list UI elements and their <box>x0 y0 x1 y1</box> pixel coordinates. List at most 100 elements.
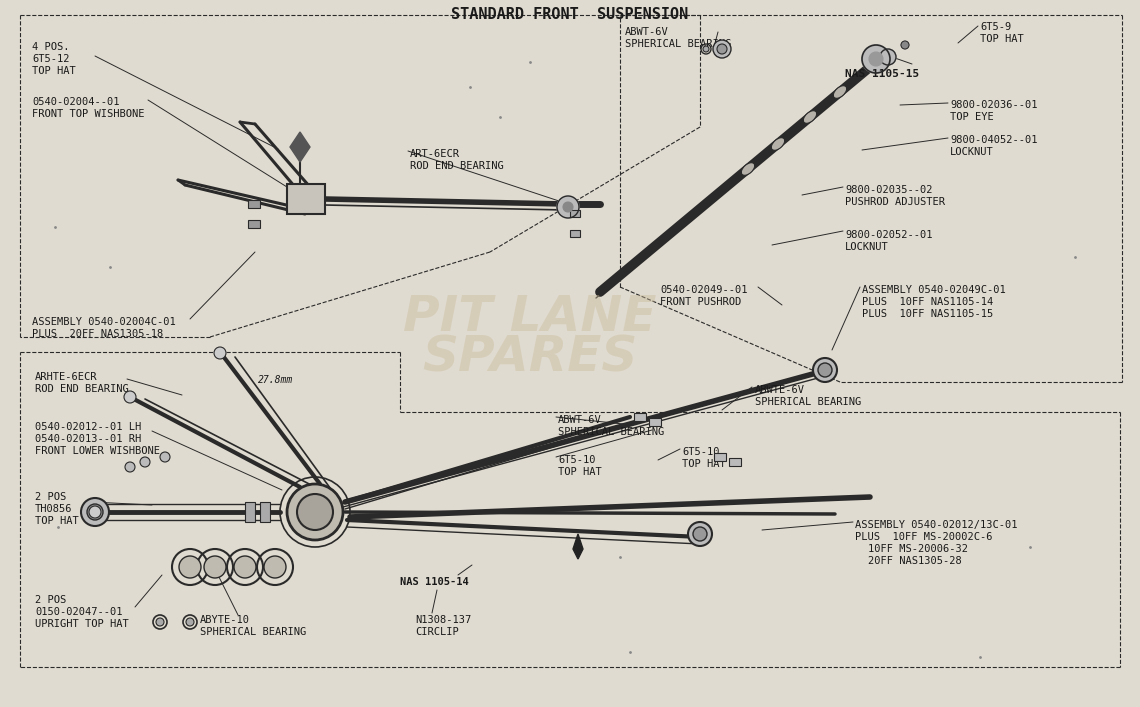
Text: 2 POS: 2 POS <box>35 492 66 502</box>
Text: ABWT-6V: ABWT-6V <box>625 27 669 37</box>
Text: TOP HAT: TOP HAT <box>682 459 726 469</box>
Text: ART-6ECR: ART-6ECR <box>410 149 461 159</box>
Text: NAS 1105-15: NAS 1105-15 <box>845 69 919 79</box>
Text: SPARES: SPARES <box>422 333 637 381</box>
Text: 0540-02004--01: 0540-02004--01 <box>32 97 120 107</box>
Bar <box>714 453 726 461</box>
Text: SPHERICAL BEARING: SPHERICAL BEARING <box>557 427 665 437</box>
Text: 0540-02049--01: 0540-02049--01 <box>660 285 748 295</box>
Ellipse shape <box>741 163 755 175</box>
Circle shape <box>287 484 343 540</box>
Bar <box>260 502 270 522</box>
Circle shape <box>862 45 890 73</box>
Bar <box>728 458 741 466</box>
Text: 9800-02052--01: 9800-02052--01 <box>845 230 933 240</box>
Bar <box>245 502 255 522</box>
Circle shape <box>125 462 135 472</box>
Circle shape <box>140 457 150 467</box>
Text: CIRCLIP: CIRCLIP <box>415 627 458 637</box>
Text: PUSHROD ADJUSTER: PUSHROD ADJUSTER <box>845 197 945 207</box>
Text: NAS 1105-14: NAS 1105-14 <box>400 577 469 587</box>
Text: N1308-137: N1308-137 <box>415 615 471 625</box>
Text: 0540-02013--01 RH: 0540-02013--01 RH <box>35 434 141 444</box>
Circle shape <box>214 347 226 359</box>
Text: TOP EYE: TOP EYE <box>950 112 994 122</box>
Circle shape <box>204 556 226 578</box>
Circle shape <box>557 196 579 218</box>
Text: ASSEMBLY 0540-02012/13C-01: ASSEMBLY 0540-02012/13C-01 <box>855 520 1018 530</box>
Text: ROD END BEARING: ROD END BEARING <box>35 384 129 394</box>
Text: ABWT-6V: ABWT-6V <box>557 415 602 425</box>
Bar <box>249 200 260 208</box>
Text: LOCKNUT: LOCKNUT <box>950 147 994 157</box>
Circle shape <box>717 44 727 54</box>
Ellipse shape <box>804 111 816 123</box>
Text: 9800-02036--01: 9800-02036--01 <box>950 100 1037 110</box>
Circle shape <box>689 522 712 546</box>
Text: 9800-02035--02: 9800-02035--02 <box>845 185 933 195</box>
Text: 0540-02012--01 LH: 0540-02012--01 LH <box>35 422 141 432</box>
Circle shape <box>186 618 194 626</box>
Bar <box>570 210 580 217</box>
Text: STANDARD FRONT  SUSPENSION: STANDARD FRONT SUSPENSION <box>451 7 689 22</box>
Circle shape <box>693 527 707 541</box>
Text: FRONT LOWER WISHBONE: FRONT LOWER WISHBONE <box>35 446 160 456</box>
Text: TOP HAT: TOP HAT <box>35 516 79 526</box>
Polygon shape <box>290 132 310 162</box>
Bar <box>570 230 580 237</box>
Text: ASSEMBLY 0540-02004C-01: ASSEMBLY 0540-02004C-01 <box>32 317 176 327</box>
Circle shape <box>901 41 909 49</box>
Text: ROD END BEARING: ROD END BEARING <box>410 161 504 171</box>
Text: PLUS  10FF NAS1105-14: PLUS 10FF NAS1105-14 <box>862 297 993 307</box>
Circle shape <box>156 618 164 626</box>
Ellipse shape <box>833 86 847 98</box>
Text: 0150-02047--01: 0150-02047--01 <box>35 607 122 617</box>
Text: 6T5-9: 6T5-9 <box>980 22 1011 32</box>
Text: ARHTE-6ECR: ARHTE-6ECR <box>35 372 98 382</box>
Text: TOP HAT: TOP HAT <box>557 467 602 477</box>
Bar <box>649 418 661 426</box>
Text: PIT LANE: PIT LANE <box>404 293 657 341</box>
Text: ABYTE-10: ABYTE-10 <box>200 615 250 625</box>
Circle shape <box>813 358 837 382</box>
Text: ABWTE-6V: ABWTE-6V <box>755 385 805 395</box>
Circle shape <box>124 391 136 403</box>
Text: SPHERICAL BEARING: SPHERICAL BEARING <box>200 627 307 637</box>
Text: 4 POS.: 4 POS. <box>32 42 70 52</box>
Text: 6T5-12: 6T5-12 <box>32 54 70 64</box>
Circle shape <box>81 498 109 526</box>
Text: 2 POS: 2 POS <box>35 595 66 605</box>
Text: 9800-04052--01: 9800-04052--01 <box>950 135 1037 145</box>
Polygon shape <box>573 534 583 559</box>
Bar <box>287 184 325 214</box>
Circle shape <box>712 40 731 58</box>
Text: PLUS  10FF MS-20002C-6: PLUS 10FF MS-20002C-6 <box>855 532 993 542</box>
Circle shape <box>234 556 256 578</box>
Text: SPHERICAL BEARING: SPHERICAL BEARING <box>625 39 731 49</box>
Text: PLUS  10FF NAS1105-15: PLUS 10FF NAS1105-15 <box>862 309 993 319</box>
Circle shape <box>298 494 333 530</box>
Text: 20FF NAS1305-28: 20FF NAS1305-28 <box>868 556 962 566</box>
Text: 27.8mm: 27.8mm <box>258 375 293 385</box>
Text: 6T5-10: 6T5-10 <box>682 447 719 457</box>
Text: ASSEMBLY 0540-02049C-01: ASSEMBLY 0540-02049C-01 <box>862 285 1005 295</box>
Text: FRONT TOP WISHBONE: FRONT TOP WISHBONE <box>32 109 145 119</box>
Text: FRONT PUSHROD: FRONT PUSHROD <box>660 297 741 307</box>
Text: TH0856: TH0856 <box>35 504 73 514</box>
Bar <box>634 413 646 421</box>
Text: 6T5-10: 6T5-10 <box>557 455 595 465</box>
Bar <box>249 220 260 228</box>
Text: 10FF MS-20006-32: 10FF MS-20006-32 <box>868 544 968 554</box>
Circle shape <box>179 556 201 578</box>
Circle shape <box>87 504 103 520</box>
Circle shape <box>264 556 286 578</box>
Circle shape <box>563 202 573 212</box>
Text: TOP HAT: TOP HAT <box>32 66 75 76</box>
Text: UPRIGHT TOP HAT: UPRIGHT TOP HAT <box>35 619 129 629</box>
Text: PLUS  20FF NAS1305-18: PLUS 20FF NAS1305-18 <box>32 329 163 339</box>
Circle shape <box>703 46 709 52</box>
Ellipse shape <box>772 138 784 151</box>
Circle shape <box>880 49 896 65</box>
Text: LOCKNUT: LOCKNUT <box>845 242 889 252</box>
Circle shape <box>819 363 832 377</box>
